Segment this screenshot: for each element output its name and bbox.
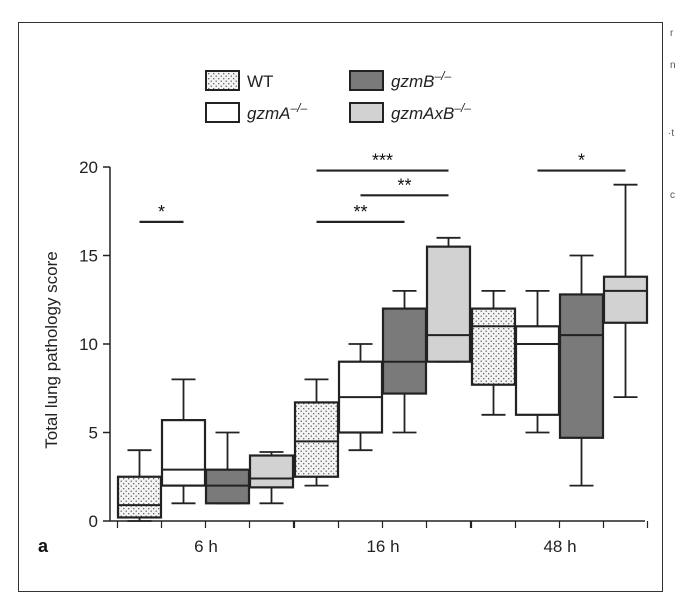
x-category-label-1: 16 h <box>366 537 399 556</box>
legend-item-gzmB: gzmB–/– <box>349 69 451 91</box>
legend-swatch-gzmB <box>349 70 384 91</box>
box-body <box>514 325 561 416</box>
box-gzmB-2 <box>558 254 605 487</box>
edge-fragment-4: c <box>670 190 675 201</box>
box-body <box>558 293 605 439</box>
box-gzmB-1 <box>381 289 428 434</box>
edge-fragment-3: ·t <box>668 128 675 139</box>
y-tick-label-3: 15 <box>79 247 98 266</box>
significance-layer: ********* <box>139 151 626 223</box>
y-tick-label-4: 20 <box>79 158 98 177</box>
box-gzmAxB-1 <box>425 236 472 363</box>
box-gzmA-2 <box>514 289 561 434</box>
box-gzmA-1 <box>337 343 384 452</box>
legend-item-gzmA: gzmA–/– <box>205 101 307 123</box>
legend-label-superscript: –/– <box>453 101 471 115</box>
legend-label-main: gzmA <box>247 104 290 123</box>
axes: 0 5 10 15 20 6 h 16 h 48 h <box>79 158 649 556</box>
significance-label-2: ** <box>397 175 411 195</box>
boxes-layer <box>116 183 649 522</box>
legend-label-superscript: –/– <box>433 69 451 83</box>
box-gzmAxB-2 <box>602 183 649 399</box>
legend-swatch-WT <box>205 70 240 91</box>
box-body <box>470 307 517 386</box>
significance-label-1: *** <box>372 151 393 171</box>
panel-label: a <box>38 536 49 556</box>
significance-label-3: ** <box>353 202 367 222</box>
box-gzmA-0 <box>160 378 207 505</box>
box-body <box>293 401 340 478</box>
box-WT-1 <box>293 378 340 487</box>
box-body <box>248 454 295 489</box>
y-tick-label-0: 0 <box>89 512 98 531</box>
box-WT-0 <box>116 449 163 522</box>
legend-item-WT: WT <box>205 70 273 91</box>
y-axis-title: Total lung pathology score <box>42 251 61 449</box>
box-body <box>116 475 163 519</box>
legend-label-main: gzmAxB <box>391 104 454 123</box>
legend-item-gzmAxB: gzmAxB–/– <box>349 101 471 123</box>
y-tick-label-2: 10 <box>79 335 98 354</box>
legend-swatch-gzmAxB <box>349 102 384 123</box>
legend-label-superscript: –/– <box>289 101 307 115</box>
figure-frame <box>18 22 663 592</box>
box-body <box>160 419 207 487</box>
legend: WT gzmB–/–gzmA–/– gzmAxB–/– <box>205 69 471 123</box>
edge-fragment-2: n <box>670 60 676 71</box>
legend-swatch-gzmA <box>205 102 240 123</box>
box-gzmAxB-0 <box>248 451 295 505</box>
box-WT-2 <box>470 289 517 416</box>
legend-label-main: WT <box>247 72 273 91</box>
significance-label-4: * <box>578 151 585 171</box>
box-body <box>425 245 472 363</box>
legend-label-gzmA: gzmA–/– <box>247 101 307 123</box>
legend-label-gzmB: gzmB–/– <box>391 69 451 91</box>
box-body <box>602 275 649 324</box>
legend-label-WT: WT <box>247 72 273 91</box>
legend-label-main: gzmB <box>391 72 434 91</box>
box-body <box>381 307 428 395</box>
x-category-label-0: 6 h <box>194 537 218 556</box>
x-category-label-2: 48 h <box>543 537 576 556</box>
box-gzmB-0 <box>204 431 251 505</box>
y-tick-label-1: 5 <box>89 424 98 443</box>
significance-label-0: * <box>158 202 165 222</box>
edge-fragment-1: r <box>670 28 674 39</box>
legend-label-gzmAxB: gzmAxB–/– <box>391 101 471 123</box>
